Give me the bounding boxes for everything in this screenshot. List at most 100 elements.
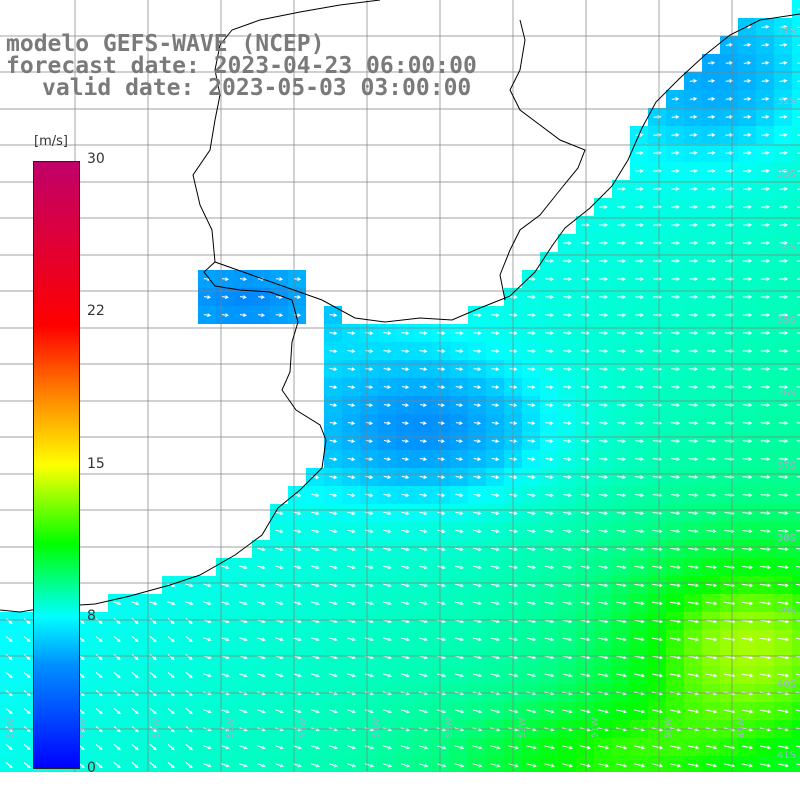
lon-label-54w: 54W [372, 717, 382, 738]
wind-arrow [544, 673, 555, 678]
wind-arrow [778, 313, 789, 317]
wind-arrow [490, 709, 501, 714]
wind-arrow [454, 673, 465, 678]
wind-cell [234, 756, 252, 772]
wind-arrow [688, 457, 699, 462]
wind-arrow [329, 331, 338, 335]
wind-cell [216, 756, 234, 772]
wind-arrow [491, 475, 500, 480]
wind-cell [774, 756, 792, 772]
wind-cell [792, 378, 800, 396]
wind-arrow [742, 367, 753, 371]
wind-arrow [167, 654, 175, 661]
wind-arrow [670, 565, 681, 570]
wind-arrow [616, 601, 627, 606]
wind-arrow [725, 151, 734, 155]
wind-arrow [634, 349, 645, 353]
wind-arrow [419, 385, 428, 389]
wind-cell [792, 504, 800, 522]
wind-cell [792, 450, 800, 468]
wind-arrow [795, 619, 800, 622]
wind-cell [792, 576, 800, 594]
wind-arrow [759, 655, 772, 660]
wind-arrow [185, 618, 193, 625]
wind-arrow [221, 745, 230, 750]
wind-arrow [167, 762, 175, 769]
wind-arrow [400, 637, 411, 642]
wind-arrow [671, 277, 681, 281]
lon-label-49w: 49W [737, 717, 747, 738]
wind-arrow [670, 475, 681, 480]
wind-arrow [473, 493, 482, 498]
wind-arrow [778, 475, 789, 480]
wind-arrow [544, 511, 555, 516]
wind-arrow [418, 763, 429, 768]
wind-arrow [688, 403, 699, 407]
wind-arrow [364, 583, 374, 588]
wind-arrow [580, 547, 591, 552]
wind-arrow [473, 367, 482, 371]
wind-arrow [113, 636, 121, 643]
wind-arrow [687, 583, 700, 588]
wind-arrow [797, 98, 800, 100]
wind-arrow [777, 637, 790, 642]
wind-arrow [634, 421, 645, 426]
wind-arrow [778, 403, 789, 407]
wind-arrow [563, 457, 572, 462]
wind-arrow [347, 331, 356, 335]
wind-cell [792, 216, 800, 234]
wind-arrow [796, 422, 800, 424]
wind-arrow [706, 457, 717, 462]
wind-arrow [598, 421, 609, 426]
wind-arrow [347, 439, 356, 443]
wind-arrow [239, 637, 248, 642]
wind-cell [198, 756, 216, 772]
wind-arrow [347, 511, 356, 516]
wind-arrow [796, 332, 800, 334]
wind-arrow [257, 565, 266, 570]
wind-arrow [167, 601, 176, 606]
wind-arrow [760, 205, 771, 209]
wind-arrow [669, 709, 682, 714]
wind-arrow [491, 421, 500, 425]
wind-arrow [437, 511, 446, 516]
wind-arrow [707, 169, 716, 173]
wind-arrow [329, 367, 338, 371]
wind-arrow [113, 708, 121, 715]
wind-arrow [383, 511, 392, 516]
wind-arrow [239, 745, 248, 750]
wind-arrow [23, 654, 31, 661]
wind-arrow [707, 205, 716, 209]
wind-arrow [671, 133, 680, 137]
wind-arrow [796, 548, 800, 550]
wind-arrow [741, 619, 754, 624]
wind-cell [396, 756, 414, 772]
wind-arrow [491, 349, 500, 353]
wind-arrow [562, 511, 573, 516]
wind-arrow [671, 241, 681, 245]
wind-arrow [796, 260, 800, 262]
wind-arrow [742, 457, 753, 462]
wind-arrow [562, 493, 573, 498]
wind-arrow [347, 367, 356, 371]
wind-arrow [365, 511, 374, 516]
wind-arrow [383, 331, 392, 335]
wind-arrow [778, 205, 789, 209]
wind-arrow [760, 295, 771, 299]
wind-arrow [705, 637, 718, 642]
wind-arrow [778, 385, 789, 389]
wind-arrow [221, 763, 230, 768]
wind-arrow [617, 205, 626, 209]
wind-arrow [544, 763, 555, 768]
wind-arrow [203, 295, 212, 299]
wind-arrow [329, 475, 338, 480]
wind-arrow [706, 349, 717, 353]
wind-arrow [634, 601, 645, 606]
wind-arrow [581, 421, 590, 426]
wind-arrow [113, 601, 122, 606]
wind-arrow [795, 637, 800, 640]
wind-arrow [526, 511, 537, 516]
wind-arrow [598, 565, 609, 570]
wind-arrow [760, 277, 771, 281]
wind-arrow [796, 242, 800, 244]
